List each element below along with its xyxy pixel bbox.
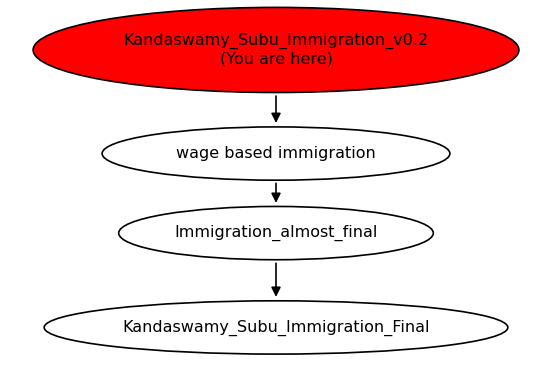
Ellipse shape (102, 127, 450, 180)
Ellipse shape (44, 301, 508, 354)
Ellipse shape (119, 206, 433, 260)
Text: wage based immigration: wage based immigration (176, 146, 376, 161)
Ellipse shape (33, 7, 519, 93)
Text: Kandaswamy_Subu_Immigration_Final: Kandaswamy_Subu_Immigration_Final (122, 319, 430, 336)
Text: Kandaswamy_Subu_Immigration_v0.2
(You are here): Kandaswamy_Subu_Immigration_v0.2 (You ar… (124, 33, 428, 67)
Text: Immigration_almost_final: Immigration_almost_final (174, 225, 378, 241)
